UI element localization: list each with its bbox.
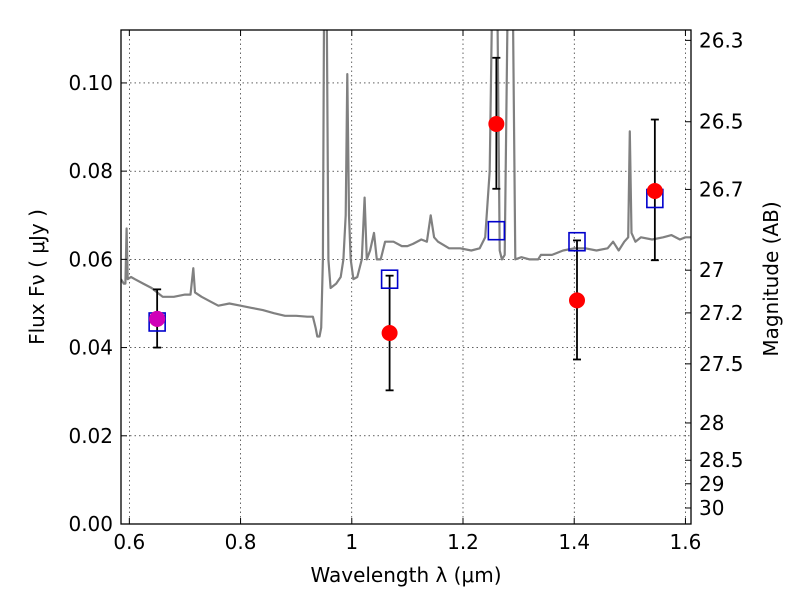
markers-layer	[148, 56, 664, 392]
mag-tick-label: 27.2	[699, 301, 744, 325]
y-tick-label: 0.10	[68, 71, 113, 95]
mag-tick-label: 26.5	[699, 110, 744, 134]
mag-tick-label: 27.5	[699, 352, 744, 376]
mag-tick-label: 28	[699, 411, 724, 435]
data-point	[646, 182, 663, 199]
model-square	[380, 269, 399, 290]
data-point	[381, 325, 398, 342]
mag-tick-label: 30	[699, 496, 724, 520]
ticks-layer: 0.6 0.8 1 1.2 1.4 1.6 0.00 0.02 0.04 0.06 0.08 0.10…	[68, 28, 743, 554]
mag-tick-label: 28.5	[699, 448, 744, 472]
x-tick-label: 1.2	[447, 530, 479, 554]
y-tick-label: 0.02	[68, 424, 113, 448]
spectrum-layer	[121, 30, 691, 338]
y-tick-label: 0.08	[68, 159, 113, 183]
mag-tick-label: 29	[699, 472, 724, 496]
x-tick-label: 1.4	[558, 530, 590, 554]
x-axis-label: Wavelength λ (μm)	[310, 563, 501, 587]
x-tick-label: 1	[345, 530, 358, 554]
grid	[121, 30, 691, 525]
data-point	[569, 292, 585, 309]
model-square	[568, 231, 586, 252]
mag-tick-label: 26.3	[699, 28, 744, 52]
plot-frame	[120, 29, 692, 525]
y-tick-label: 0.04	[68, 336, 113, 360]
data-point	[488, 115, 505, 132]
spectrum-line	[121, 30, 691, 338]
x-tick-label: 0.6	[113, 530, 145, 554]
data-point-overlap	[149, 310, 166, 327]
model-square	[487, 220, 506, 241]
x-tick-label: 1.6	[670, 530, 702, 554]
x-tick-label: 0.8	[225, 530, 257, 554]
mag-tick-label: 26.7	[699, 177, 744, 201]
y-tick-label: 0.06	[68, 247, 113, 271]
y-axis-right-label: Magnitude (AB)	[759, 201, 783, 356]
mag-tick-label: 27	[699, 258, 724, 282]
y-axis-label: Flux Fν ( μJy )	[25, 209, 49, 345]
y-tick-label: 0.00	[68, 512, 113, 536]
